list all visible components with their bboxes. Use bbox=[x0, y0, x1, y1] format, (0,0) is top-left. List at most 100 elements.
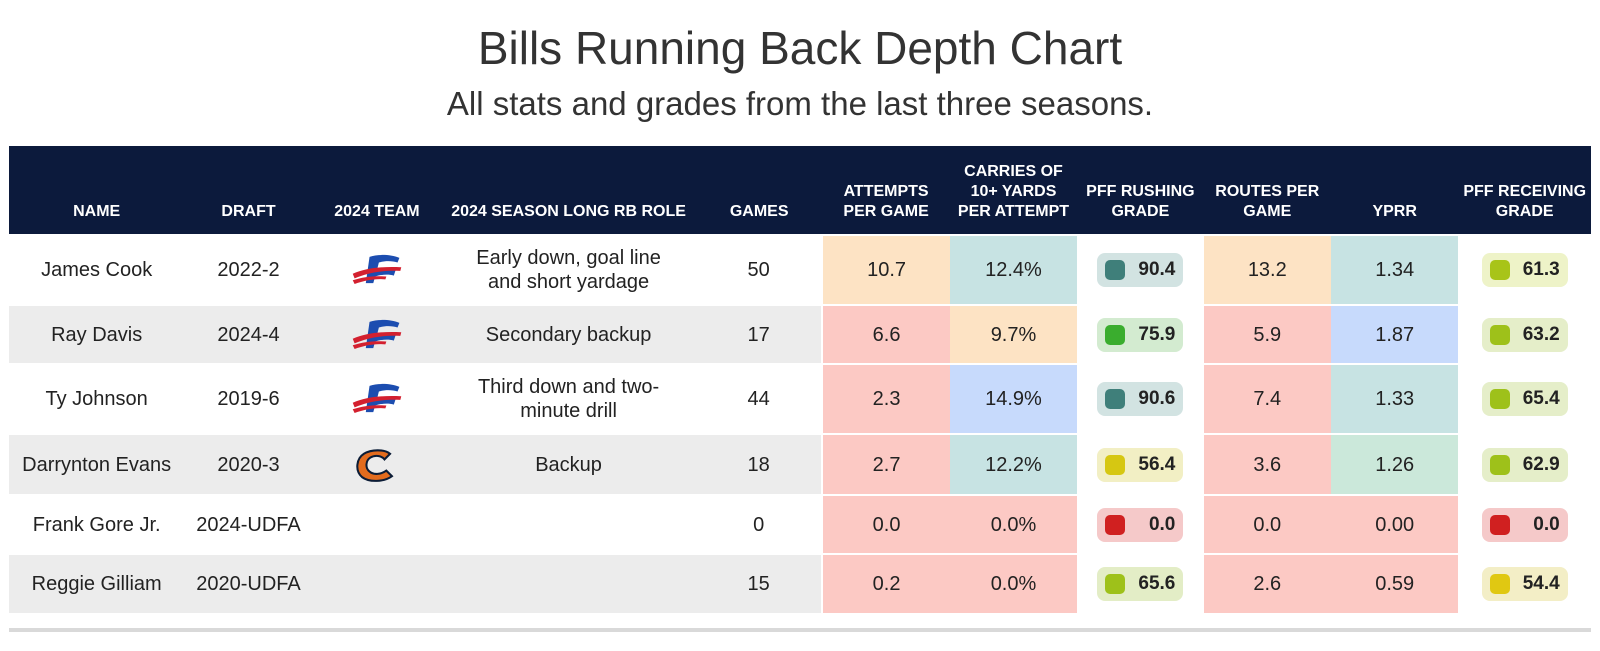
grade-value: 0.0 bbox=[1533, 513, 1560, 535]
player-name: Reggie Gilliam bbox=[9, 553, 185, 613]
games-played: 0 bbox=[695, 494, 823, 554]
receiving-grade: 54.4 bbox=[1458, 553, 1591, 613]
team-logo-cell bbox=[312, 304, 442, 364]
player-name: James Cook bbox=[9, 234, 185, 305]
bears-logo-icon bbox=[356, 448, 394, 482]
table-row: James Cook 2022-2 Early down, goal line an… bbox=[9, 234, 1591, 305]
grade-color-swatch bbox=[1105, 574, 1126, 594]
grade-color-swatch bbox=[1489, 574, 1510, 594]
player-name: Frank Gore Jr. bbox=[9, 494, 185, 554]
table-row: Frank Gore Jr. 2024-UDFA 0 0.0 0.0% 0.0 0.0 0.0… bbox=[9, 494, 1591, 554]
depth-chart-table: NAME DRAFT 2024 TEAM 2024 SEASON LONG RB RO… bbox=[9, 146, 1591, 613]
grade-badge: 63.2 bbox=[1481, 317, 1568, 352]
routes-per-game: 2.6 bbox=[1203, 553, 1331, 613]
column-header-yprr: YPRR bbox=[1330, 146, 1459, 235]
column-header-role: 2024 SEASON LONG RB ROLE bbox=[441, 146, 696, 235]
grade-value: 62.9 bbox=[1522, 453, 1560, 475]
receiving-grade: 0.0 bbox=[1458, 494, 1591, 554]
yards-per-route-run: 0.59 bbox=[1330, 553, 1459, 613]
games-played: 15 bbox=[695, 553, 823, 613]
rb-role: Third down and two-minute drill bbox=[441, 363, 696, 434]
grade-value: 90.4 bbox=[1138, 259, 1176, 280]
attempts-per-game: 0.2 bbox=[821, 553, 950, 613]
draft-pick: 2020-3 bbox=[184, 433, 313, 495]
draft-pick: 2024-4 bbox=[184, 304, 313, 364]
table-row: Darrynton Evans 2020-3 Backup 18 2.7 12.2% 56.… bbox=[9, 433, 1591, 495]
yards-per-route-run: 1.26 bbox=[1330, 433, 1459, 495]
rushing-grade: 65.6 bbox=[1077, 553, 1204, 613]
carries-10-plus: 0.0% bbox=[949, 553, 1078, 613]
rushing-grade: 75.9 bbox=[1077, 304, 1204, 364]
grade-color-swatch bbox=[1105, 260, 1126, 280]
grade-value: 90.6 bbox=[1138, 388, 1176, 409]
draft-pick: 2020-UDFA bbox=[184, 553, 313, 613]
grade-value: 65.4 bbox=[1522, 388, 1560, 409]
routes-per-game: 5.9 bbox=[1203, 304, 1331, 364]
column-header-draft: DRAFT bbox=[184, 146, 313, 235]
team-logo-cell bbox=[312, 553, 442, 613]
grade-badge: 56.4 bbox=[1097, 447, 1184, 482]
rb-role: Backup bbox=[441, 433, 696, 495]
grade-badge: 90.6 bbox=[1097, 382, 1184, 416]
rb-role: Secondary backup bbox=[441, 304, 696, 364]
table-row: Ray Davis 2024-4 Secondary backup 17 6.6 9.7%… bbox=[9, 304, 1591, 364]
team-logo-cell bbox=[312, 494, 442, 554]
attempts-per-game: 10.7 bbox=[821, 234, 950, 305]
team-logo-cell bbox=[312, 363, 442, 434]
rushing-grade: 90.4 bbox=[1077, 234, 1204, 305]
grade-value: 56.4 bbox=[1138, 453, 1176, 475]
receiving-grade: 61.3 bbox=[1458, 234, 1591, 305]
column-header-recv-grade: PFF RECEIVING GRADE bbox=[1458, 146, 1591, 235]
routes-per-game: 7.4 bbox=[1203, 363, 1331, 434]
grade-color-swatch bbox=[1489, 454, 1510, 475]
grade-badge: 0.0 bbox=[1481, 507, 1568, 542]
rb-role bbox=[441, 553, 696, 613]
team-logo-cell bbox=[312, 433, 442, 495]
rb-role bbox=[441, 494, 696, 554]
carries-10-plus: 0.0% bbox=[949, 494, 1078, 554]
routes-per-game: 3.6 bbox=[1203, 433, 1331, 495]
table-header-row: NAME DRAFT 2024 TEAM 2024 SEASON LONG RB RO… bbox=[9, 146, 1591, 235]
player-name: Darrynton Evans bbox=[9, 433, 185, 495]
column-header-team: 2024 TEAM bbox=[312, 146, 442, 235]
page-subtitle: All stats and grades from the last three… bbox=[446, 85, 1154, 122]
attempts-per-game: 0.0 bbox=[821, 494, 950, 554]
grade-color-swatch bbox=[1105, 514, 1126, 535]
bills-logo-icon bbox=[352, 319, 402, 349]
table-row: Reggie Gilliam 2020-UDFA 15 0.2 0.0% 65.6 2.6 0… bbox=[9, 553, 1591, 613]
grade-value: 75.9 bbox=[1138, 323, 1176, 345]
grade-badge: 61.3 bbox=[1481, 253, 1568, 287]
player-name: Ty Johnson bbox=[9, 363, 185, 434]
grade-color-swatch bbox=[1489, 260, 1510, 280]
column-header-games: GAMES bbox=[695, 146, 823, 235]
receiving-grade: 62.9 bbox=[1458, 433, 1591, 495]
column-header-rush-grade: PFF RUSHING GRADE bbox=[1077, 146, 1204, 235]
yards-per-route-run: 1.34 bbox=[1330, 234, 1459, 305]
grade-value: 61.3 bbox=[1522, 259, 1560, 280]
draft-pick: 2022-2 bbox=[184, 234, 313, 305]
column-header-attempts: ATTEMPTS PER GAME bbox=[822, 146, 950, 235]
games-played: 17 bbox=[695, 304, 823, 364]
attempts-per-game: 2.7 bbox=[821, 433, 950, 495]
bills-logo-icon bbox=[352, 254, 402, 284]
grade-color-swatch bbox=[1105, 324, 1126, 345]
grade-color-swatch bbox=[1489, 514, 1510, 535]
grade-value: 63.2 bbox=[1522, 323, 1560, 345]
carries-10-plus: 12.4% bbox=[949, 234, 1078, 305]
attempts-per-game: 6.6 bbox=[821, 304, 950, 364]
rushing-grade: 56.4 bbox=[1077, 433, 1204, 495]
table-body: James Cook 2022-2 Early down, goal line an… bbox=[9, 234, 1591, 613]
grade-color-swatch bbox=[1105, 454, 1126, 475]
column-header-name: NAME bbox=[9, 146, 185, 235]
grade-color-swatch bbox=[1489, 324, 1510, 345]
games-played: 18 bbox=[695, 433, 823, 495]
routes-per-game: 13.2 bbox=[1203, 234, 1331, 305]
games-played: 44 bbox=[695, 363, 823, 434]
grade-value: 0.0 bbox=[1148, 513, 1176, 535]
rb-role: Early down, goal line and short yardage bbox=[441, 234, 696, 305]
attempts-per-game: 2.3 bbox=[821, 363, 950, 434]
grade-color-swatch bbox=[1105, 389, 1126, 409]
grade-badge: 65.4 bbox=[1481, 382, 1568, 416]
grade-badge: 62.9 bbox=[1481, 447, 1568, 482]
grade-badge: 75.9 bbox=[1097, 317, 1184, 352]
